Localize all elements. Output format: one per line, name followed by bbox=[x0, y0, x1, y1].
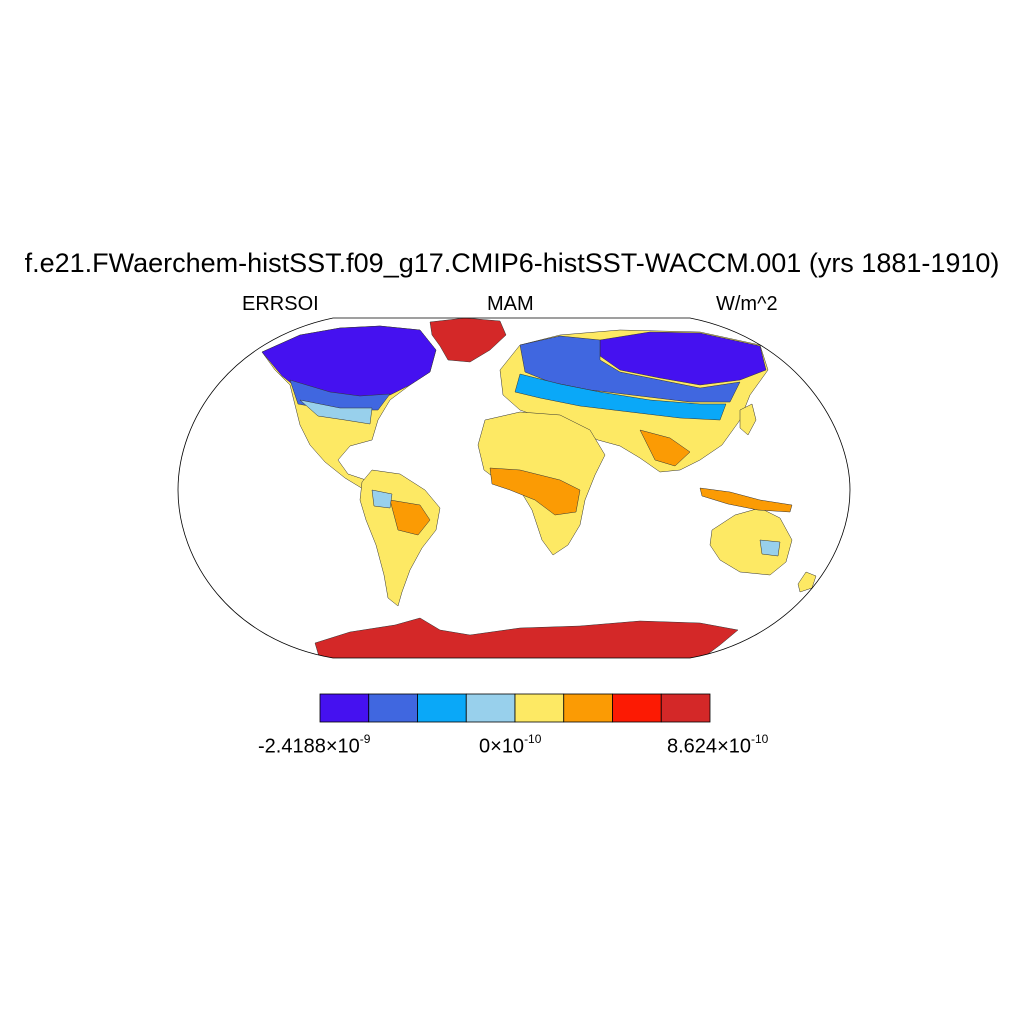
maritime-continent-land bbox=[699, 487, 793, 513]
new-zealand-land bbox=[797, 571, 817, 593]
season-label: MAM bbox=[487, 293, 534, 315]
asia-warm-patch bbox=[639, 429, 691, 467]
eurasia-mild-zone bbox=[514, 373, 727, 421]
plot-title: f.e21.FWaerchem-histSST.f09_g17.CMIP6-hi… bbox=[24, 248, 1000, 278]
colorbar-max-label: 8.624×10-10 bbox=[667, 732, 769, 758]
north-america-cool-zone bbox=[289, 379, 391, 411]
north-america-cold-zone bbox=[261, 325, 437, 399]
units-label: W/m^2 bbox=[716, 293, 778, 315]
australia-land bbox=[709, 507, 793, 576]
africa-warm-zone bbox=[489, 467, 581, 516]
greenland-land bbox=[429, 318, 507, 363]
map-content bbox=[261, 318, 817, 658]
colorbar-swatch-7 bbox=[612, 693, 662, 723]
colorbar-swatch-3 bbox=[417, 693, 467, 723]
colorbar-swatch-6 bbox=[563, 693, 613, 723]
colorbar-swatch-8 bbox=[660, 693, 711, 723]
colorbar bbox=[319, 693, 711, 723]
colorbar-swatch-2 bbox=[368, 693, 418, 723]
south-america-warm-patch bbox=[389, 499, 431, 536]
colorbar-swatch-1 bbox=[319, 693, 370, 723]
antarctica-land bbox=[314, 617, 739, 658]
variable-label: ERRSOI bbox=[242, 293, 319, 315]
north-america-mild-zone bbox=[299, 399, 373, 425]
colorbar-min-label: -2.4188×10-9 bbox=[258, 732, 371, 758]
colorbar-swatch-5 bbox=[514, 693, 565, 723]
colorbar-mid-label: 0×10-10 bbox=[479, 732, 542, 758]
colorbar-swatch-4 bbox=[465, 693, 516, 723]
australia-blue-patch bbox=[759, 539, 781, 557]
globe-outline bbox=[177, 317, 851, 659]
south-america-blue-patch bbox=[371, 489, 393, 509]
japan-land bbox=[739, 403, 757, 436]
eurasia-cold-zone bbox=[599, 331, 767, 386]
